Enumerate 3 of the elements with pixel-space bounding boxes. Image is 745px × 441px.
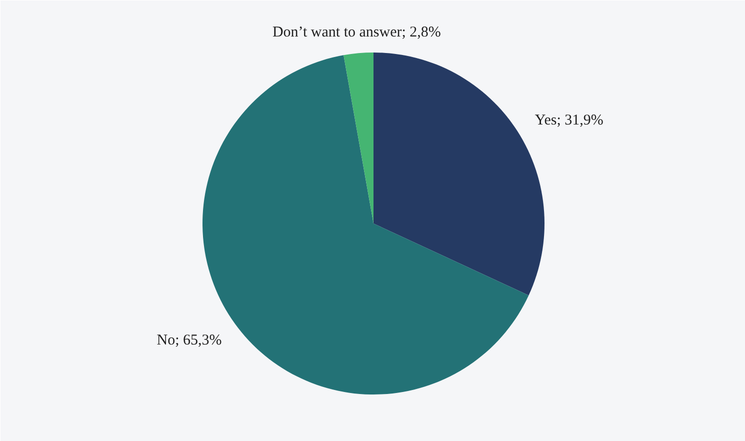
slice-label: Don’t want to answer; 2,8% — [272, 24, 441, 41]
slice-label: No; 65,3% — [156, 332, 222, 348]
slice-label: Yes; 31,9% — [534, 112, 604, 128]
